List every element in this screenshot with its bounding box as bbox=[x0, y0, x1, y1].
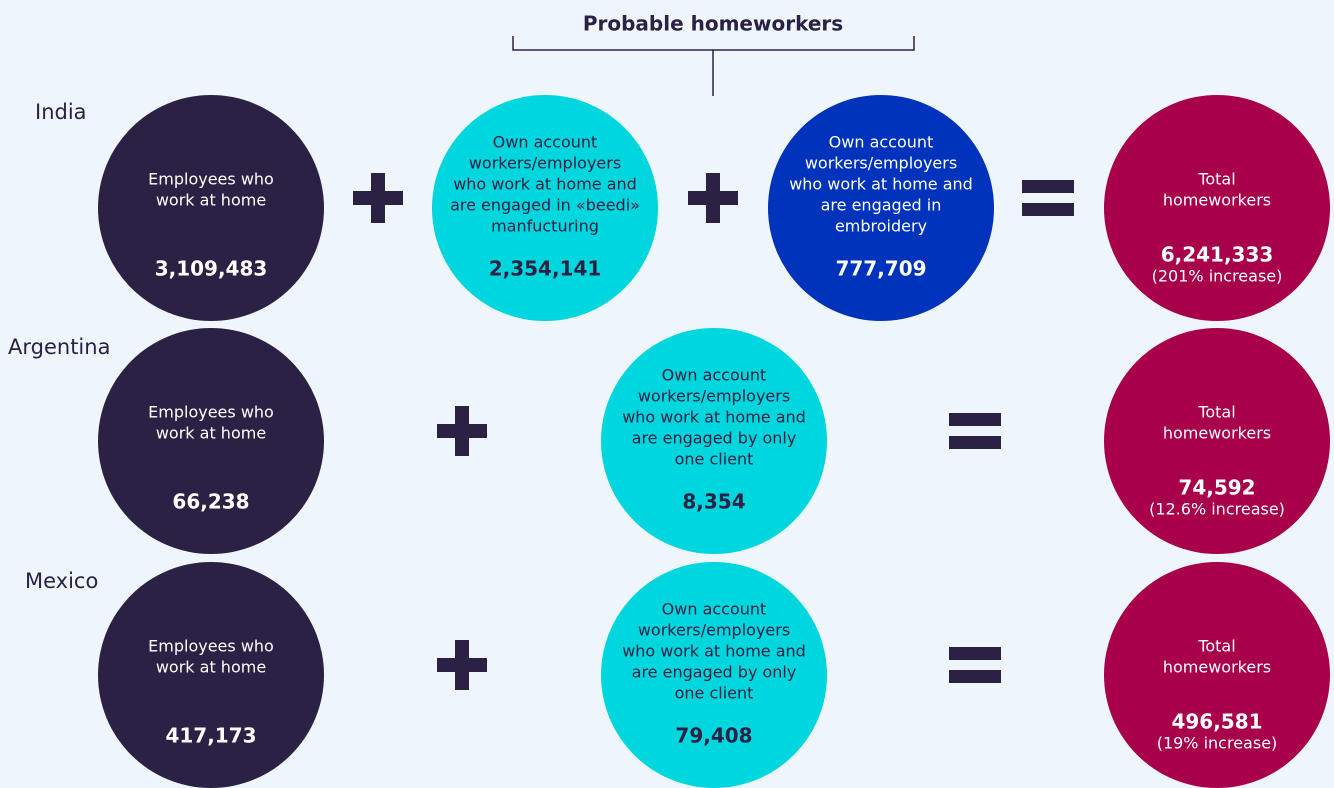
term-circle bbox=[98, 562, 324, 788]
total-note: (201% increase) bbox=[1152, 267, 1283, 286]
term-value: 79,408 bbox=[675, 724, 752, 748]
term-label: Own account bbox=[662, 600, 767, 619]
total-circle bbox=[1104, 562, 1330, 788]
country-label: Argentina bbox=[8, 335, 110, 359]
plus-sign bbox=[706, 173, 720, 223]
equals-sign bbox=[949, 413, 1001, 426]
term-label: work at home bbox=[156, 424, 266, 443]
term-circle bbox=[98, 95, 324, 321]
bracket bbox=[512, 36, 915, 96]
term-circle bbox=[98, 328, 324, 554]
term-label: are engaged in «beedi» bbox=[450, 196, 640, 215]
term-label: workers/employers bbox=[638, 387, 790, 406]
term-label: work at home bbox=[156, 191, 266, 210]
term-label: one client bbox=[675, 684, 754, 703]
term-circle bbox=[432, 95, 658, 321]
term-label: Employees who bbox=[148, 170, 274, 189]
term-circle bbox=[768, 95, 994, 321]
total-circle bbox=[1104, 328, 1330, 554]
term-label: who work at home and bbox=[453, 175, 637, 194]
term-label: work at home bbox=[156, 658, 266, 677]
equals-sign bbox=[1022, 203, 1074, 216]
total-label: Total bbox=[1197, 637, 1235, 656]
total-label: homeworkers bbox=[1163, 424, 1271, 443]
total-label: Total bbox=[1197, 170, 1235, 189]
equals-sign bbox=[949, 670, 1001, 683]
total-value: 74,592 bbox=[1178, 476, 1255, 500]
term-value: 417,173 bbox=[165, 724, 256, 748]
term-label: Own account bbox=[829, 133, 934, 152]
term-label: one client bbox=[675, 450, 754, 469]
plus-sign bbox=[455, 640, 469, 690]
term-label: embroidery bbox=[835, 217, 927, 236]
term-label: Employees who bbox=[148, 637, 274, 656]
term-label: workers/employers bbox=[469, 154, 621, 173]
term-label: are engaged in bbox=[821, 196, 942, 215]
term-label: workers/employers bbox=[805, 154, 957, 173]
term-label: who work at home and bbox=[622, 408, 806, 427]
term-value: 3,109,483 bbox=[155, 257, 268, 281]
term-label: who work at home and bbox=[622, 642, 806, 661]
total-label: Total bbox=[1197, 403, 1235, 422]
plus-sign bbox=[371, 173, 385, 223]
equals-sign bbox=[949, 647, 1001, 660]
term-label: manfucturing bbox=[491, 217, 599, 236]
term-value: 66,238 bbox=[172, 490, 249, 514]
country-label: India bbox=[35, 100, 87, 124]
total-value: 6,241,333 bbox=[1161, 243, 1274, 267]
term-value: 777,709 bbox=[835, 257, 926, 281]
term-value: 8,354 bbox=[682, 490, 745, 514]
equals-sign bbox=[1022, 180, 1074, 193]
term-label: are engaged by only bbox=[632, 663, 797, 682]
country-label: Mexico bbox=[25, 569, 98, 593]
total-label: homeworkers bbox=[1163, 191, 1271, 210]
term-label: Own account bbox=[662, 366, 767, 385]
bracket-title: Probable homeworkers bbox=[583, 12, 843, 36]
equals-sign bbox=[949, 436, 1001, 449]
term-label: Employees who bbox=[148, 403, 274, 422]
term-label: workers/employers bbox=[638, 621, 790, 640]
term-value: 2,354,141 bbox=[489, 257, 602, 281]
term-label: Own account bbox=[493, 133, 598, 152]
total-note: (19% increase) bbox=[1157, 734, 1278, 753]
plus-sign bbox=[455, 406, 469, 456]
total-circle bbox=[1104, 95, 1330, 321]
term-label: who work at home and bbox=[789, 175, 973, 194]
total-label: homeworkers bbox=[1163, 658, 1271, 677]
term-label: are engaged by only bbox=[632, 429, 797, 448]
term-circle bbox=[601, 562, 827, 788]
total-note: (12.6% increase) bbox=[1149, 500, 1285, 519]
total-value: 496,581 bbox=[1171, 710, 1262, 734]
term-circle bbox=[601, 328, 827, 554]
